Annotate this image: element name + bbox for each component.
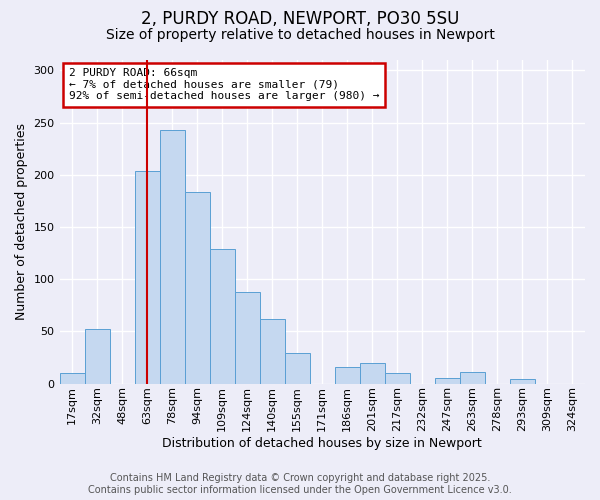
X-axis label: Distribution of detached houses by size in Newport: Distribution of detached houses by size … [163,437,482,450]
Text: 2 PURDY ROAD: 66sqm
← 7% of detached houses are smaller (79)
92% of semi-detache: 2 PURDY ROAD: 66sqm ← 7% of detached hou… [69,68,379,102]
Bar [209,249,235,384]
Bar [85,330,110,384]
Bar [360,362,385,384]
Bar [134,170,160,384]
Bar [460,372,485,384]
Bar [285,354,310,384]
Bar [59,373,85,384]
Bar [510,380,535,384]
Text: 2, PURDY ROAD, NEWPORT, PO30 5SU: 2, PURDY ROAD, NEWPORT, PO30 5SU [141,10,459,28]
Text: Size of property relative to detached houses in Newport: Size of property relative to detached ho… [106,28,494,42]
Y-axis label: Number of detached properties: Number of detached properties [15,124,28,320]
Bar [385,373,410,384]
Bar [185,192,209,384]
Bar [160,130,185,384]
Bar [435,378,460,384]
Bar [235,292,260,384]
Text: Contains HM Land Registry data © Crown copyright and database right 2025.
Contai: Contains HM Land Registry data © Crown c… [88,474,512,495]
Bar [335,367,360,384]
Bar [260,319,285,384]
